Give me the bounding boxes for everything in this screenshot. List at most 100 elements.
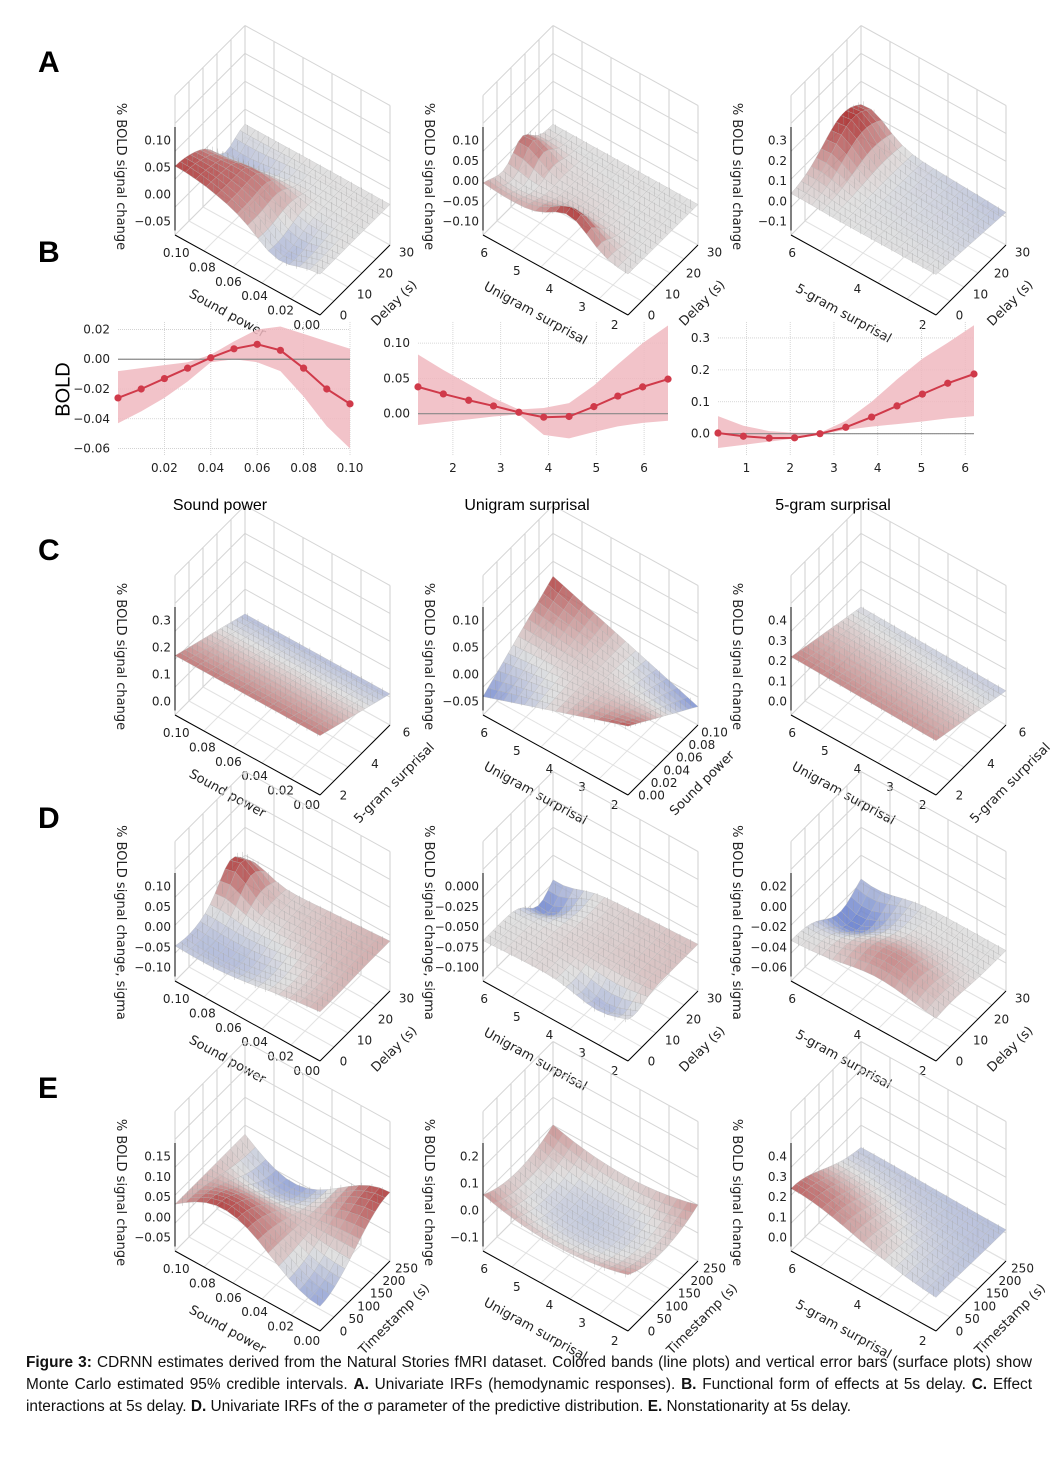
- surface-mesh: [174, 1133, 391, 1307]
- z-tick-label: −0.075: [435, 940, 479, 954]
- x-tick-label: 0.10: [163, 246, 190, 260]
- axes: [482, 607, 699, 796]
- axes: [790, 607, 1007, 796]
- x-tick-label: 6: [480, 1262, 488, 1276]
- data-point: [160, 374, 168, 383]
- x-tick-label: 6: [480, 726, 488, 740]
- caption-e-text: Nonstationarity at 5s delay.: [662, 1398, 852, 1415]
- y-tick-label: 20: [378, 267, 393, 281]
- axes: [482, 127, 699, 316]
- x-tick-label: 5: [592, 461, 600, 475]
- z-axis-label: % BOLD signal change: [729, 1119, 744, 1266]
- data-point: [893, 402, 901, 410]
- x-tick-label: 4: [874, 461, 882, 475]
- surface-plot-c-0: 0.30.20.10.00.100.080.060.040.020.00246S…: [113, 505, 438, 827]
- y-tick-label: 20: [994, 1013, 1009, 1027]
- z-axis-label: % BOLD signal change, sigma: [421, 825, 436, 1020]
- caption-a-label: A.: [353, 1376, 369, 1393]
- x-tick-label: 0.04: [241, 289, 268, 303]
- y-tick-label: 10: [665, 1034, 680, 1048]
- surface-mesh: [482, 124, 699, 275]
- y-tick-label: 30: [399, 992, 414, 1006]
- data-point: [465, 396, 473, 404]
- y-tick-label: 4: [371, 757, 379, 771]
- x-tick-label: 2: [786, 461, 794, 475]
- y-tick-label: 30: [399, 246, 414, 260]
- z-tick-label: −0.06: [750, 961, 787, 975]
- y-tick-label: 200: [998, 1274, 1021, 1288]
- axes: [174, 127, 391, 316]
- z-tick-label: −0.10: [134, 961, 171, 975]
- y-tick-label: 50: [964, 1312, 979, 1326]
- panel-label-e: E: [38, 1072, 59, 1105]
- z-tick-label: −0.04: [750, 940, 787, 954]
- z-axis-label: % BOLD signal change: [113, 1119, 128, 1266]
- y-tick-label: 0.04: [663, 763, 690, 777]
- data-point: [414, 383, 422, 391]
- x-tick-label: 6: [788, 1262, 796, 1276]
- axes: [174, 873, 391, 1062]
- x-tick-label: 0.04: [241, 1035, 268, 1049]
- data-point: [439, 390, 447, 398]
- x-tick-label: 0.08: [189, 260, 216, 274]
- x-tick-label: 3: [578, 1046, 586, 1060]
- surface-mesh: [174, 123, 391, 275]
- z-tick-label: 0.1: [768, 674, 787, 688]
- z-axis-label: % BOLD signal change, sigma: [729, 825, 744, 1020]
- surface-mesh: [790, 1147, 1007, 1298]
- y-tick-label: 150: [370, 1287, 393, 1301]
- x-tick-label: 6: [480, 246, 488, 260]
- x-tick-label: 5: [513, 1010, 521, 1024]
- surface-mesh: [174, 851, 391, 1013]
- y-tick-label: 150: [678, 1287, 701, 1301]
- data-point: [714, 429, 722, 437]
- data-point: [590, 403, 598, 411]
- y-tick-label: 0.2: [691, 363, 710, 377]
- x-tick-label: 0.08: [189, 740, 216, 754]
- x-tick-label: 6: [480, 992, 488, 1006]
- axes: [790, 873, 1007, 1062]
- x-tick-label: 2: [919, 1334, 927, 1348]
- z-tick-label: 0.3: [768, 1170, 787, 1184]
- z-tick-label: 0.00: [760, 900, 787, 914]
- y-tick-label: 10: [357, 1034, 372, 1048]
- x-tick-label: 4: [546, 282, 554, 296]
- z-axis-label: % BOLD signal change: [421, 583, 436, 730]
- z-tick-label: 0.10: [144, 1170, 171, 1184]
- z-tick-label: 0.05: [452, 641, 479, 655]
- z-tick-label: 0.1: [768, 1210, 787, 1224]
- line-plot-xlabel-0: Sound power: [172, 497, 268, 514]
- z-tick-label: 0.3: [768, 634, 787, 648]
- z-tick-label: −0.05: [134, 940, 171, 954]
- z-tick-label: 0.2: [768, 154, 787, 168]
- axes: [174, 1143, 391, 1332]
- data-point: [565, 412, 573, 421]
- data-point: [137, 385, 145, 393]
- y-tick-label: −0.06: [73, 442, 110, 456]
- z-tick-label: −0.05: [442, 194, 479, 208]
- figure-caption: Figure 3: CDRNN estimates derived from t…: [26, 1352, 1032, 1418]
- y-tick-label: 0: [340, 1055, 348, 1069]
- x-tick-label: 2: [449, 461, 457, 475]
- y-tick-label: 10: [973, 288, 988, 302]
- y-tick-label: 0.00: [83, 352, 110, 366]
- x-tick-label: 4: [545, 461, 553, 475]
- y-tick-label: −0.04: [73, 412, 110, 426]
- data-point: [970, 370, 978, 378]
- z-tick-label: 0.1: [768, 174, 787, 188]
- y-tick-label: 100: [973, 1299, 996, 1313]
- z-tick-label: −0.05: [134, 215, 171, 229]
- caption-c-label: C.: [971, 1376, 988, 1393]
- z-tick-label: −0.1: [450, 1231, 479, 1245]
- z-axis-label: % BOLD signal change: [729, 583, 744, 730]
- surface-plot-d-2: 0.020.00−0.02−0.04−0.0664201020305-gram …: [729, 771, 1036, 1092]
- data-point: [790, 434, 799, 442]
- surface-mesh: [174, 613, 391, 737]
- data-point: [816, 430, 824, 438]
- y-tick-label: 0.02: [83, 322, 110, 336]
- line-chart-1: 2 3 4 5 6 0.10 0.05 0.00: [383, 322, 672, 475]
- y-tick-label: 0: [648, 1325, 656, 1339]
- panel-label-c: C: [38, 534, 60, 567]
- x-tick-label: 0.02: [267, 304, 294, 318]
- z-tick-label: 0.00: [452, 668, 479, 682]
